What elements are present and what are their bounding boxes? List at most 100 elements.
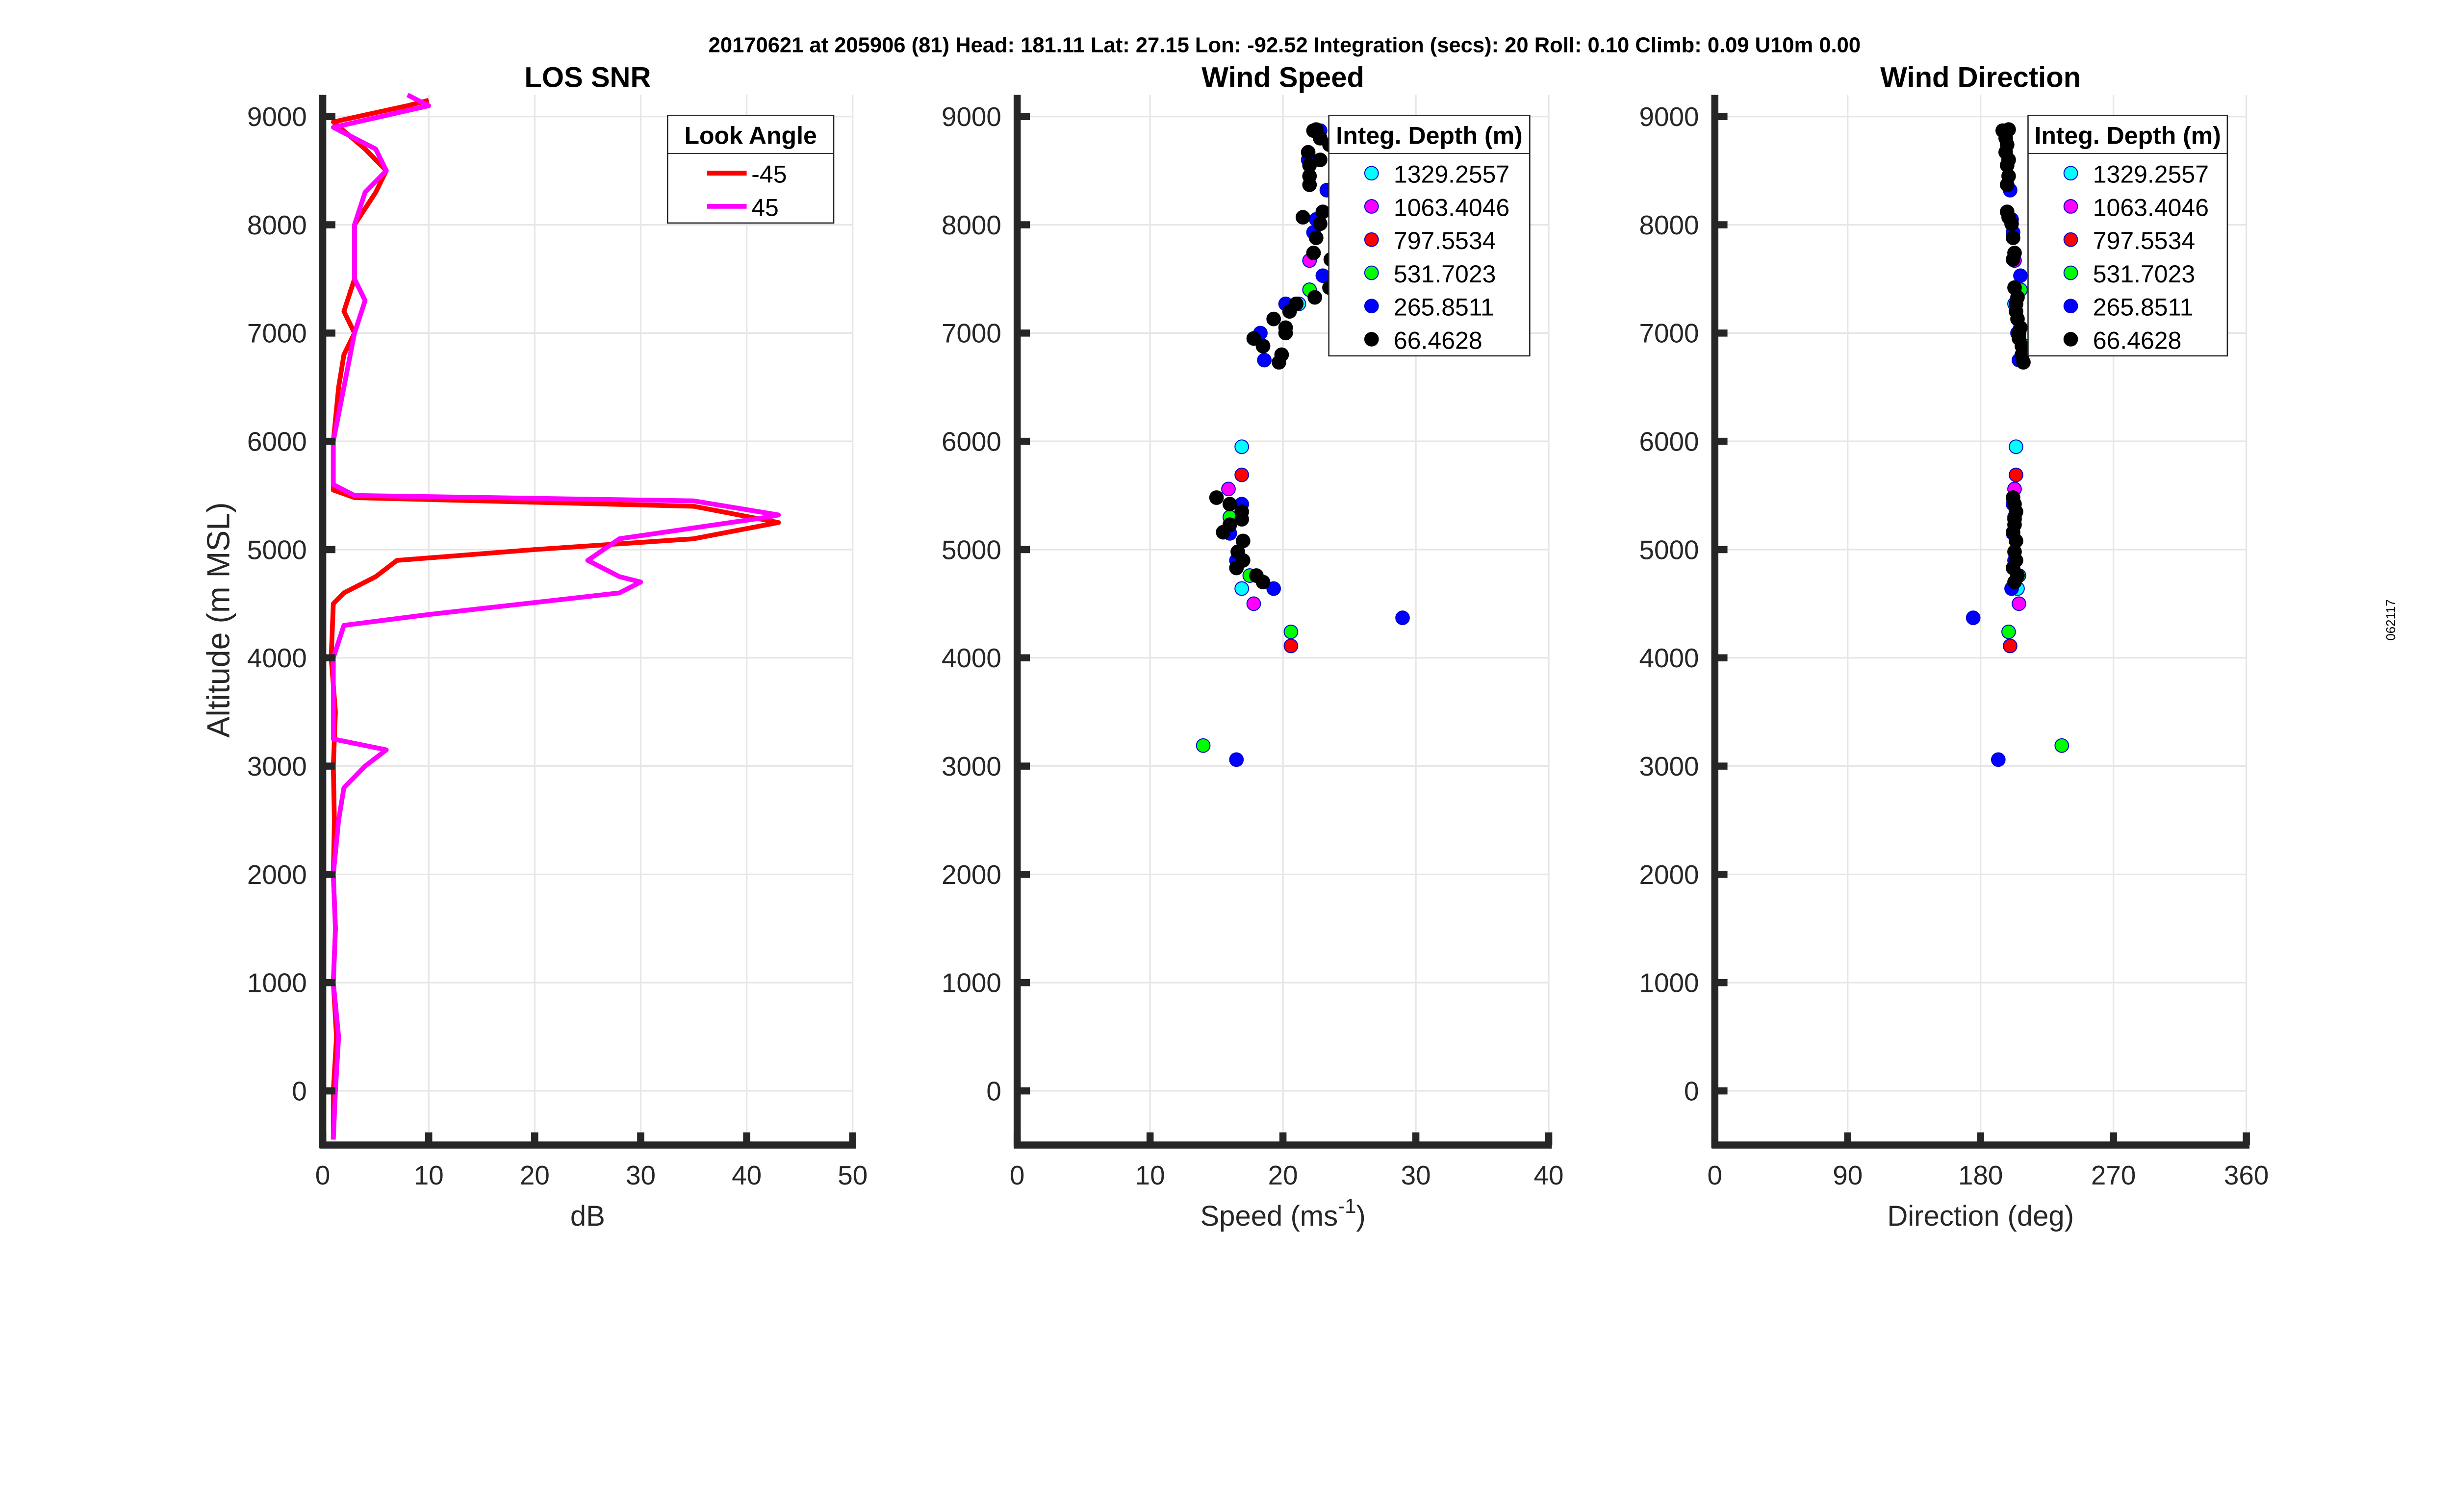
y-axis-label: Altitude (m MSL) [201, 502, 236, 737]
los-snr-panel: 0 1000 2000 3000 4000 5000 6000 7000 8000 9000 0 10… [247, 61, 868, 1232]
data-point-66.4628 [1234, 512, 1249, 527]
data-point-66.4628 [1255, 339, 1271, 353]
y-tick-label: 2000 [942, 859, 1001, 890]
y-tick-label: 5000 [942, 534, 1001, 565]
data-point-1063.4046 [1221, 481, 1236, 497]
data-point-66.4628 [1315, 204, 1330, 219]
data-point-66.4628 [2001, 122, 2016, 137]
x-tick-label: 50 [838, 1160, 868, 1190]
x-label-text: dB [570, 1200, 605, 1232]
y-tick-label: 1000 [1639, 968, 1699, 998]
legend-entry-label: 797.5534 [1394, 227, 1496, 254]
legend-entry-label: 1063.4046 [1394, 194, 1509, 221]
y-tick-label: 3000 [1639, 751, 1699, 781]
x-tick-label: 360 [2224, 1160, 2269, 1190]
x-tick-label: 40 [732, 1160, 762, 1190]
data-point-66.4628 [1266, 311, 1281, 327]
y-tick-label: 4000 [247, 643, 307, 673]
data-point-1329.2557 [1234, 581, 1249, 596]
data-point-797.5534 [1234, 467, 1249, 482]
legend-marker-swatch [1364, 166, 1379, 181]
data-point-66.4628 [1222, 517, 1237, 532]
y-tick-label: 0 [292, 1076, 306, 1106]
data-point-66.4628 [1289, 296, 1304, 311]
legend-marker-swatch [2063, 199, 2078, 214]
legend-entry-label: 1063.4046 [2093, 194, 2209, 221]
legend-marker-swatch [2063, 332, 2078, 347]
x-tick-label: 10 [1135, 1160, 1165, 1190]
legend-marker-swatch [2063, 299, 2078, 314]
y-tick-label: 7000 [247, 318, 307, 349]
y-tick-label: 9000 [942, 101, 1001, 132]
x-tick-label: 30 [626, 1160, 656, 1190]
x-tick-label: 0 [315, 1160, 331, 1190]
x-tick-label: 0 [1708, 1160, 1723, 1190]
legend-marker-swatch [2063, 265, 2078, 280]
x-label-superscript: -1 [1338, 1194, 1356, 1217]
legend-entry-label: 1329.2557 [1394, 161, 1509, 188]
y-tick-label: 6000 [942, 427, 1001, 457]
legend-title: Integ. Depth (m) [1336, 122, 1522, 150]
legend-entry-label: 66.4628 [2093, 327, 2182, 354]
y-tick-label: 5000 [247, 534, 307, 565]
data-point-797.5534 [2003, 638, 2018, 654]
x-tick-label: 270 [2091, 1160, 2136, 1190]
figure: 20170621 at 205906 (81) Head: 181.11 Lat… [201, 33, 2398, 1232]
data-point-66.4628 [1301, 145, 1316, 160]
data-point-66.4628 [2007, 246, 2022, 260]
data-point-1329.2557 [2009, 439, 2023, 454]
y-tick-label: 4000 [942, 643, 1001, 673]
data-point-66.4628 [1278, 326, 1293, 341]
legend-entry-label: 45 [751, 194, 779, 221]
data-point-66.4628 [1313, 152, 1328, 167]
data-point-66.4628 [1209, 490, 1224, 505]
data-point-66.4628 [1313, 216, 1328, 231]
legend[interactable]: Look Angle -45 45 [667, 115, 835, 224]
data-point-531.7023 [2054, 738, 2069, 753]
data-point-265.8511 [1315, 268, 1330, 283]
data-point-797.5534 [2009, 467, 2023, 482]
data-point-531.7023 [1196, 738, 1211, 753]
y-tick-label: 3000 [942, 751, 1001, 781]
x-tick-label: 0 [1010, 1160, 1025, 1190]
x-tick-label: 20 [1268, 1160, 1298, 1190]
y-tick-label: 6000 [1639, 427, 1699, 457]
legend-entry-label: -45 [751, 161, 787, 188]
y-tick-label: 8000 [942, 210, 1001, 240]
data-point-66.4628 [2009, 553, 2023, 568]
legend-entry-label: 265.8511 [1394, 294, 1494, 321]
legend-marker-swatch [1364, 299, 1379, 314]
data-point-66.4628 [2007, 280, 2022, 295]
data-point-66.4628 [1255, 575, 1271, 590]
x-axis-label: dB [570, 1200, 605, 1232]
legend[interactable]: Integ. Depth (m) 1329.2557 1063.4046 797.55… [1328, 115, 1531, 357]
data-point-66.4628 [2015, 347, 2029, 362]
data-point-66.4628 [2006, 230, 2020, 245]
legend-box [2027, 115, 2228, 357]
y-tick-label: 9000 [1639, 101, 1699, 132]
y-tick-label: 2000 [247, 859, 307, 890]
legend-entry-label: 531.7023 [1394, 260, 1496, 288]
legend-entry-label: 797.5534 [2093, 227, 2195, 254]
legend-marker-swatch [2063, 166, 2078, 181]
x-tick-label: 180 [1958, 1160, 2003, 1190]
y-tick-label: 8000 [247, 210, 307, 240]
x-label-text: Direction (deg) [1887, 1200, 2074, 1232]
x-tick-label: 90 [1833, 1160, 1863, 1190]
side-label: 062117 [2384, 599, 2398, 640]
data-point-1063.4046 [1246, 596, 1261, 611]
data-point-66.4628 [1306, 246, 1321, 260]
legend-title: Integ. Depth (m) [2034, 122, 2221, 150]
legend-marker-swatch [1364, 332, 1379, 347]
y-tick-label: 7000 [1639, 318, 1699, 349]
y-tick-label: 0 [986, 1076, 1001, 1106]
data-point-66.4628 [2007, 575, 2022, 590]
x-label-text: Speed (ms [1200, 1200, 1338, 1232]
x-tick-label: 40 [1534, 1160, 1564, 1190]
wind-direction-panel: 0 1000 2000 3000 4000 5000 6000 7000 8000 9000 0 90… [1639, 61, 2269, 1232]
x-label-end: ) [1356, 1200, 1365, 1232]
legend[interactable]: Integ. Depth (m) 1329.2557 1063.4046 797.55… [2027, 115, 2228, 357]
y-tick-label: 7000 [942, 318, 1001, 349]
data-point-531.7023 [2001, 624, 2016, 639]
x-tick-label: 30 [1401, 1160, 1431, 1190]
